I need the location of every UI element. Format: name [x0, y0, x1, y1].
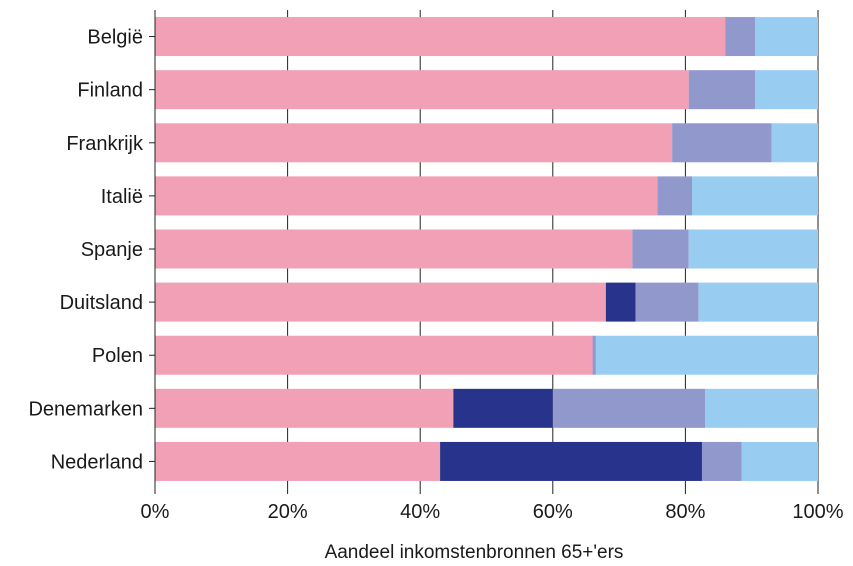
bar-segment-1: [155, 388, 454, 428]
category-label: Nederland: [51, 451, 143, 473]
x-tick-label: 40%: [400, 501, 440, 523]
bar-segment-3: [657, 176, 693, 216]
bar-segment-3: [725, 17, 756, 57]
category-label: België: [87, 27, 143, 49]
bar-segment-3: [635, 282, 699, 322]
labels: 0% 20% 40% 60% 80% 100% België Finland Frankrijk…: [28, 27, 843, 523]
bar-segment-1: [155, 17, 726, 57]
category-label: Finland: [77, 80, 143, 102]
bar-segment-4: [595, 335, 818, 375]
x-tick-label: 60%: [533, 501, 573, 523]
bar-segment-2: [440, 441, 702, 481]
category-label: Frankrijk: [66, 133, 144, 155]
bar-segment-3: [701, 441, 742, 481]
bar-segment-4: [741, 441, 818, 481]
category-label: Italië: [101, 186, 143, 208]
bar-segment-1: [155, 229, 633, 269]
bar-segment-3: [632, 229, 689, 269]
axes: [149, 10, 819, 494]
bar-segment-1: [155, 282, 606, 322]
category-label: Spanje: [81, 239, 143, 261]
category-label: Polen: [92, 345, 143, 367]
bar-segment-2: [605, 282, 636, 322]
bar-segment-4: [688, 229, 818, 269]
bar-segment-1: [155, 441, 441, 481]
bar-segment-4: [755, 70, 818, 110]
bar-segment-4: [771, 123, 818, 163]
category-label: Duitsland: [60, 292, 143, 314]
bar-segment-4: [705, 388, 818, 428]
x-tick-label: 20%: [268, 501, 308, 523]
x-tick-label: 80%: [665, 501, 705, 523]
bar-segment-4: [755, 17, 818, 57]
bar-segment-1: [155, 70, 689, 110]
bar-segment-1: [155, 335, 593, 375]
bar-segment-1: [155, 176, 658, 216]
bar-segment-3: [552, 388, 706, 428]
x-axis-title: Aandeel inkomstenbronnen 65+'ers: [325, 542, 624, 563]
bar-segment-3: [688, 70, 756, 110]
bar-segment-4: [698, 282, 818, 322]
bars: [155, 17, 818, 481]
x-tick-label: 0%: [141, 501, 170, 523]
bar-segment-3: [592, 335, 596, 375]
category-label: Denemarken: [28, 398, 143, 420]
x-tick-label: 100%: [792, 501, 843, 523]
bar-segment-4: [692, 176, 818, 216]
bar-segment-1: [155, 123, 673, 163]
bar-segment-2: [453, 388, 553, 428]
bar-segment-3: [672, 123, 772, 163]
